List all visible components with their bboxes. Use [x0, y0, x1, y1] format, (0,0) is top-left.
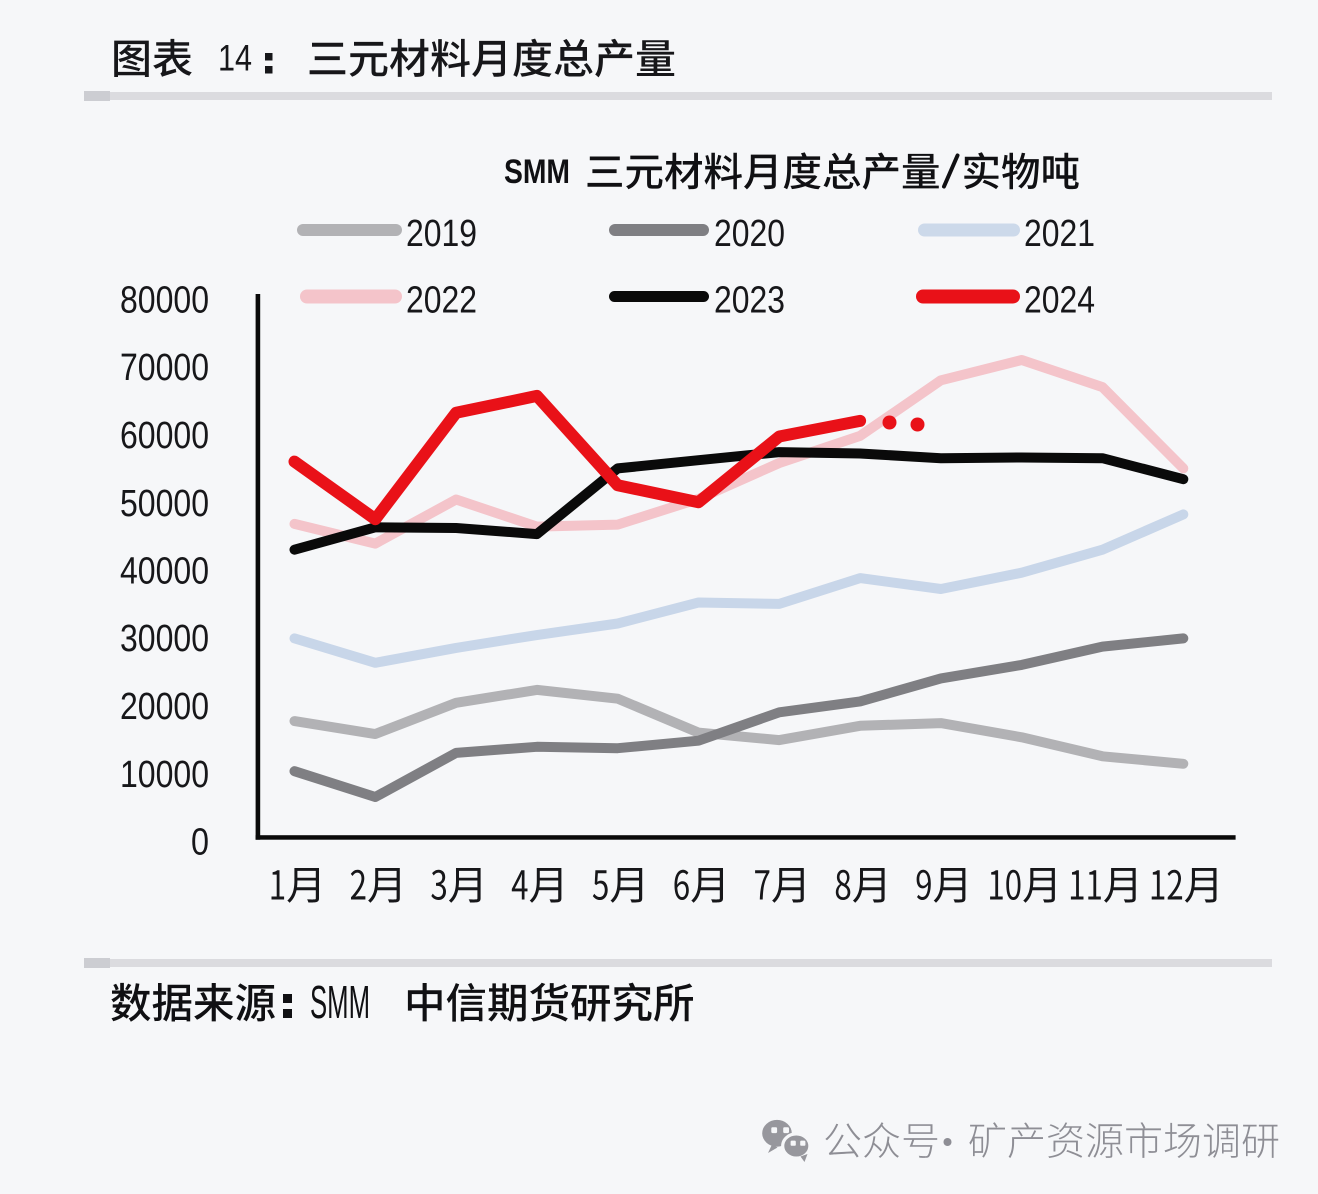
svg-text:2023: 2023	[714, 279, 785, 321]
svg-text:2020: 2020	[714, 213, 785, 255]
svg-text:14: 14	[218, 38, 252, 79]
svg-text:SMM: SMM	[310, 976, 370, 1028]
svg-text:0: 0	[191, 822, 209, 864]
svg-text:40000: 40000	[120, 551, 209, 593]
svg-text:2024: 2024	[1024, 279, 1095, 321]
svg-text:20000: 20000	[120, 686, 209, 728]
svg-text:2021: 2021	[1024, 213, 1095, 255]
svg-text:10000: 10000	[120, 754, 209, 796]
svg-text:SMM: SMM	[504, 153, 570, 191]
svg-text:80000: 80000	[120, 280, 209, 322]
svg-text:50000: 50000	[120, 483, 209, 525]
svg-text:70000: 70000	[120, 347, 209, 389]
svg-text:2022: 2022	[406, 279, 477, 321]
svg-text:30000: 30000	[120, 618, 209, 660]
svg-text:2019: 2019	[406, 213, 477, 255]
svg-text:60000: 60000	[120, 415, 209, 457]
